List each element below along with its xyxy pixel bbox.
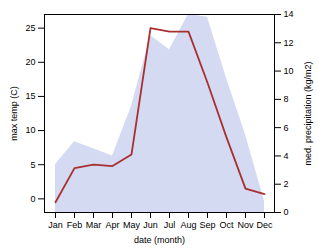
svg-text:15: 15	[25, 91, 35, 101]
svg-text:10: 10	[25, 125, 35, 135]
svg-text:max temp (C): max temp (C)	[9, 86, 19, 141]
svg-text:date (month): date (month)	[134, 235, 185, 245]
svg-text:0: 0	[284, 207, 289, 217]
svg-text:Mar: Mar	[86, 220, 102, 230]
svg-text:Apr: Apr	[105, 220, 119, 230]
svg-text:20: 20	[25, 57, 35, 67]
svg-text:Jan: Jan	[48, 220, 63, 230]
svg-text:May: May	[123, 220, 141, 230]
svg-text:2: 2	[284, 179, 289, 189]
svg-text:5: 5	[30, 160, 35, 170]
svg-text:Aug: Aug	[180, 220, 196, 230]
svg-text:14: 14	[284, 9, 294, 19]
svg-text:6: 6	[284, 123, 289, 133]
svg-text:4: 4	[284, 151, 289, 161]
svg-text:0: 0	[30, 194, 35, 204]
svg-text:12: 12	[284, 38, 294, 48]
svg-text:Jul: Jul	[164, 220, 176, 230]
svg-text:Oct: Oct	[219, 220, 234, 230]
svg-text:8: 8	[284, 94, 289, 104]
svg-text:Sep: Sep	[199, 220, 215, 230]
svg-text:Dec: Dec	[256, 220, 273, 230]
svg-text:10: 10	[284, 66, 294, 76]
svg-text:Nov: Nov	[237, 220, 254, 230]
svg-text:med. precipitation (kg/m2): med. precipitation (kg/m2)	[303, 61, 313, 165]
svg-text:25: 25	[25, 23, 35, 33]
svg-text:Jun: Jun	[143, 220, 158, 230]
svg-text:Feb: Feb	[67, 220, 83, 230]
